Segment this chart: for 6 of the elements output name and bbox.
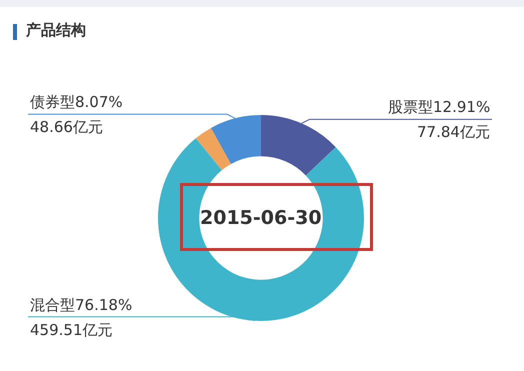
- slice-label: 债券型8.07% 48.66亿元: [30, 93, 123, 136]
- chart-title: 产品结构: [26, 21, 86, 40]
- text: 2015-06-30: [200, 207, 322, 229]
- donut-slice: [196, 128, 231, 170]
- slice-label: 股票型12.91% 77.84亿元: [388, 98, 490, 141]
- slice-label: 混合型76.18% 459.51亿元: [30, 296, 132, 339]
